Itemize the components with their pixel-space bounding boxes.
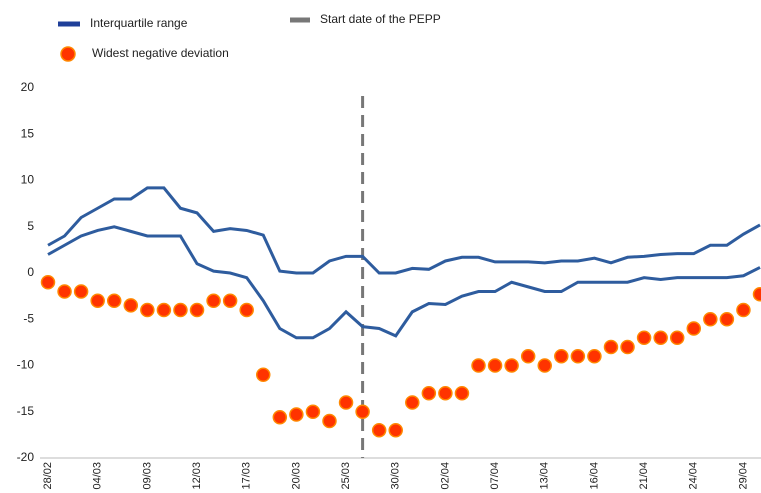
y-tick-label: 20: [21, 80, 35, 94]
deviation-dot: [471, 358, 486, 373]
deviation-dot: [653, 330, 668, 345]
x-tick-label: 09/03: [141, 462, 153, 490]
deviation-dot: [73, 284, 89, 299]
x-tick-label: 21/04: [638, 462, 650, 490]
legend-label: Widest negative deviation: [92, 46, 229, 60]
deviation-dot: [222, 293, 238, 308]
deviation-dot: [355, 404, 370, 419]
y-tick-label: 0: [27, 265, 34, 279]
deviation-dot: [719, 312, 735, 327]
deviation-dot: [322, 413, 337, 429]
deviation-dot: [686, 321, 702, 336]
deviation-dot: [620, 339, 635, 355]
y-tick-label: 15: [21, 126, 35, 140]
deviation-dot: [90, 293, 105, 308]
deviation-dot: [603, 339, 619, 355]
deviation-dot: [206, 293, 221, 308]
x-tick-label: 12/03: [191, 462, 203, 490]
x-tick-label: 24/04: [688, 462, 700, 490]
deviation-dot: [520, 349, 536, 364]
deviation-dot: [752, 287, 761, 302]
y-tick-label: -15: [17, 404, 35, 418]
x-tick-label: 28/02: [42, 462, 54, 490]
deviation-dot: [405, 395, 420, 410]
deviation-dot: [239, 302, 254, 318]
iqr-line: [47, 186, 761, 275]
x-tick-label: 13/04: [539, 462, 551, 490]
iqr-line: [47, 225, 761, 340]
deviation-dot: [371, 423, 387, 438]
deviation-dot: [554, 349, 569, 364]
x-tick-label: 20/03: [290, 462, 302, 490]
deviation-dot: [587, 349, 602, 364]
y-tick-label: 10: [21, 173, 35, 187]
deviation-dot: [537, 358, 552, 373]
deviation-dot: [388, 423, 403, 438]
deviation-dot: [487, 358, 503, 373]
deviation-dot: [57, 284, 72, 299]
legend-label: Start date of the PEPP: [320, 12, 441, 26]
y-tick-label: -10: [17, 358, 35, 372]
deviation-dot: [140, 302, 155, 318]
deviation-dot: [669, 330, 685, 345]
x-tick-label: 30/03: [390, 462, 402, 490]
deviation-dot: [454, 386, 470, 401]
legend-label: Interquartile range: [90, 16, 188, 30]
y-tick-label: 5: [27, 219, 34, 233]
x-tick-label: 07/04: [489, 462, 501, 490]
deviation-dot: [338, 395, 354, 410]
deviation-dot: [272, 410, 288, 425]
deviation-dot: [438, 386, 453, 401]
deviation-dot: [504, 358, 519, 373]
x-tick-label: 17/03: [241, 462, 253, 490]
deviation-dot: [636, 330, 652, 345]
deviation-dot: [106, 293, 122, 308]
deviation-dot: [736, 302, 751, 318]
deviation-dot: [173, 302, 188, 318]
x-tick-label: 16/04: [588, 462, 600, 490]
x-tick-label: 02/04: [439, 462, 451, 490]
legend-dot-icon: [60, 46, 76, 62]
deviation-dot: [189, 302, 205, 318]
deviation-dot: [256, 367, 271, 382]
deviation-dot: [40, 275, 56, 290]
deviation-dot: [421, 386, 437, 401]
deviation-dot: [123, 298, 139, 313]
x-tick-label: 29/04: [737, 462, 749, 490]
x-tick-label: 04/03: [92, 462, 104, 490]
deviation-dot: [703, 312, 718, 327]
deviation-dot: [289, 407, 304, 422]
x-tick-label: 25/03: [340, 462, 352, 490]
deviation-dot: [570, 349, 586, 364]
deviation-dot: [156, 302, 172, 318]
y-tick-label: -5: [23, 311, 34, 325]
deviation-dot: [305, 404, 321, 419]
y-tick-label: -20: [17, 450, 35, 464]
